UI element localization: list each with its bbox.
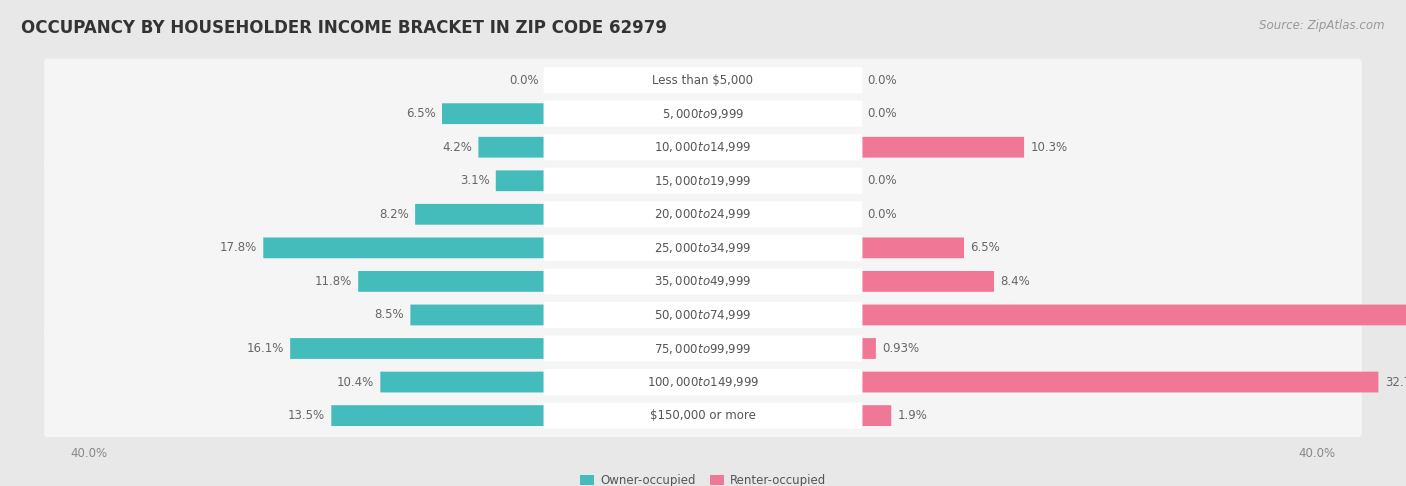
FancyBboxPatch shape: [544, 201, 862, 227]
FancyBboxPatch shape: [860, 238, 965, 258]
FancyBboxPatch shape: [44, 226, 1362, 269]
Text: 0.0%: 0.0%: [868, 174, 897, 187]
Text: 1.9%: 1.9%: [897, 409, 928, 422]
Text: 4.2%: 4.2%: [443, 141, 472, 154]
Text: $10,000 to $14,999: $10,000 to $14,999: [654, 140, 752, 154]
Text: 40.0%: 40.0%: [1299, 448, 1336, 460]
FancyBboxPatch shape: [411, 305, 546, 325]
FancyBboxPatch shape: [44, 294, 1362, 336]
Legend: Owner-occupied, Renter-occupied: Owner-occupied, Renter-occupied: [575, 469, 831, 486]
Text: $50,000 to $74,999: $50,000 to $74,999: [654, 308, 752, 322]
FancyBboxPatch shape: [359, 271, 546, 292]
FancyBboxPatch shape: [44, 92, 1362, 135]
FancyBboxPatch shape: [290, 338, 546, 359]
Text: 0.0%: 0.0%: [868, 208, 897, 221]
Text: $15,000 to $19,999: $15,000 to $19,999: [654, 174, 752, 188]
Text: 0.93%: 0.93%: [882, 342, 920, 355]
Text: 16.1%: 16.1%: [246, 342, 284, 355]
FancyBboxPatch shape: [44, 327, 1362, 370]
FancyBboxPatch shape: [44, 394, 1362, 437]
FancyBboxPatch shape: [380, 372, 546, 393]
Text: 32.7%: 32.7%: [1385, 376, 1406, 388]
Text: 6.5%: 6.5%: [970, 242, 1000, 254]
FancyBboxPatch shape: [415, 204, 546, 225]
Text: 6.5%: 6.5%: [406, 107, 436, 120]
Text: $150,000 or more: $150,000 or more: [650, 409, 756, 422]
Text: 0.0%: 0.0%: [868, 107, 897, 120]
FancyBboxPatch shape: [860, 271, 994, 292]
FancyBboxPatch shape: [44, 159, 1362, 202]
Text: $75,000 to $99,999: $75,000 to $99,999: [654, 342, 752, 355]
FancyBboxPatch shape: [544, 335, 862, 362]
Text: 10.4%: 10.4%: [337, 376, 374, 388]
Text: 0.0%: 0.0%: [509, 73, 538, 87]
FancyBboxPatch shape: [544, 369, 862, 395]
FancyBboxPatch shape: [332, 405, 546, 426]
FancyBboxPatch shape: [44, 193, 1362, 236]
FancyBboxPatch shape: [860, 372, 1378, 393]
Text: 8.2%: 8.2%: [380, 208, 409, 221]
FancyBboxPatch shape: [544, 101, 862, 127]
FancyBboxPatch shape: [478, 137, 546, 157]
Text: 10.3%: 10.3%: [1031, 141, 1067, 154]
FancyBboxPatch shape: [544, 134, 862, 160]
FancyBboxPatch shape: [44, 260, 1362, 303]
FancyBboxPatch shape: [860, 405, 891, 426]
Text: $25,000 to $34,999: $25,000 to $34,999: [654, 241, 752, 255]
Text: $35,000 to $49,999: $35,000 to $49,999: [654, 275, 752, 288]
FancyBboxPatch shape: [544, 402, 862, 429]
Text: 8.4%: 8.4%: [1001, 275, 1031, 288]
Text: Source: ZipAtlas.com: Source: ZipAtlas.com: [1260, 19, 1385, 33]
FancyBboxPatch shape: [44, 59, 1362, 102]
FancyBboxPatch shape: [544, 302, 862, 328]
FancyBboxPatch shape: [496, 171, 546, 191]
FancyBboxPatch shape: [263, 238, 546, 258]
FancyBboxPatch shape: [441, 103, 546, 124]
Text: 17.8%: 17.8%: [219, 242, 257, 254]
Text: 40.0%: 40.0%: [70, 448, 107, 460]
Text: 3.1%: 3.1%: [460, 174, 489, 187]
Text: 0.0%: 0.0%: [868, 73, 897, 87]
FancyBboxPatch shape: [860, 305, 1406, 325]
FancyBboxPatch shape: [44, 361, 1362, 403]
Text: 13.5%: 13.5%: [288, 409, 325, 422]
Text: 8.5%: 8.5%: [374, 309, 404, 321]
FancyBboxPatch shape: [544, 168, 862, 194]
Text: Less than $5,000: Less than $5,000: [652, 73, 754, 87]
FancyBboxPatch shape: [860, 338, 876, 359]
FancyBboxPatch shape: [860, 137, 1024, 157]
FancyBboxPatch shape: [544, 235, 862, 261]
Text: 11.8%: 11.8%: [315, 275, 352, 288]
FancyBboxPatch shape: [44, 126, 1362, 169]
FancyBboxPatch shape: [544, 67, 862, 93]
Text: $100,000 to $149,999: $100,000 to $149,999: [647, 375, 759, 389]
FancyBboxPatch shape: [544, 268, 862, 295]
Text: $20,000 to $24,999: $20,000 to $24,999: [654, 208, 752, 221]
Text: $5,000 to $9,999: $5,000 to $9,999: [662, 106, 744, 121]
Text: OCCUPANCY BY HOUSEHOLDER INCOME BRACKET IN ZIP CODE 62979: OCCUPANCY BY HOUSEHOLDER INCOME BRACKET …: [21, 19, 666, 37]
